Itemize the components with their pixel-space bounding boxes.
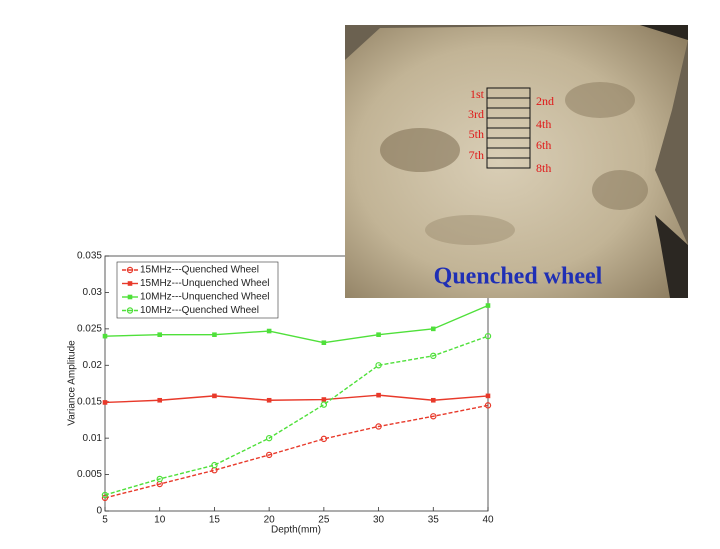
marker (375, 362, 382, 369)
x-tick-label: 25 (318, 515, 330, 526)
marker (485, 303, 491, 308)
marker (212, 332, 217, 337)
photo-label: 7th (469, 148, 484, 162)
marker (376, 392, 381, 398)
marker (102, 400, 108, 405)
photo-label: 2nd (536, 94, 554, 108)
marker (485, 393, 491, 399)
marker (157, 332, 163, 337)
y-tick-label: 0.01 (83, 433, 103, 444)
marker (212, 393, 217, 399)
photo-label: 1st (470, 87, 485, 101)
legend-marker (126, 307, 134, 314)
photo-label: 8th (536, 161, 551, 175)
marker (430, 326, 436, 332)
chart: Depth(mm) Variance Amplitude 0 0.005 0.01 0… (67, 251, 494, 536)
marker (101, 494, 109, 502)
photo: 1st 3rd 5th 7th 2nd 4th 6th 8th Quenched… (345, 25, 688, 298)
x-tick-label: 30 (373, 515, 385, 526)
marker (265, 451, 273, 459)
series-line (104, 304, 489, 344)
series-line (104, 404, 489, 499)
y-tick-label: 0.015 (77, 396, 102, 407)
photo-label: 3rd (468, 107, 484, 121)
marker (320, 401, 328, 408)
photo-label: 6th (536, 138, 551, 152)
marker (266, 328, 272, 334)
marker (265, 434, 273, 442)
x-tick-label: 35 (428, 515, 440, 526)
legend-marker (127, 281, 133, 286)
y-tick-label: 0.035 (77, 251, 102, 262)
photo-corner (655, 215, 688, 298)
marker (430, 397, 436, 403)
x-tick-label: 15 (209, 515, 221, 526)
marker (320, 435, 328, 443)
stain (425, 215, 515, 245)
grid-boxes (486, 87, 531, 169)
y-tick-label: 0.03 (83, 287, 103, 298)
stain (565, 82, 635, 118)
x-tick-label: 5 (102, 515, 108, 526)
marker (430, 352, 437, 360)
legend-label: 15MHz---Quenched Wheel (140, 265, 259, 276)
photo-label: 5th (469, 127, 484, 141)
series-line (104, 394, 489, 404)
legend-label: 10MHz---Quenched Wheel (140, 305, 259, 316)
photo-corner (640, 25, 688, 40)
marker (376, 332, 381, 337)
y-tick-label: 0.02 (83, 360, 103, 371)
marker (484, 332, 492, 340)
x-tick-label: 40 (482, 515, 494, 526)
x-axis-label: Depth(mm) (271, 525, 321, 536)
marker (157, 397, 163, 403)
stain (592, 170, 648, 210)
marker (321, 340, 327, 345)
marker (375, 423, 382, 430)
x-tick-label: 20 (264, 515, 276, 526)
y-tick-label: 0 (96, 506, 102, 517)
marker (101, 491, 109, 499)
legend-marker (126, 266, 134, 274)
y-axis-label: Variance Amplitude (67, 340, 78, 426)
photo-caption: Quenched wheel (434, 264, 603, 290)
marker (430, 413, 437, 420)
marker (266, 397, 272, 403)
legend-label: 15MHz---Unquenched Wheel (140, 278, 270, 289)
legend-box (116, 261, 279, 319)
marker (156, 475, 163, 483)
photo-label: 4th (536, 117, 551, 131)
legend-marker (127, 294, 133, 300)
marker (484, 402, 492, 409)
y-tick-label: 0.025 (77, 323, 102, 334)
x-tick-label: 10 (154, 515, 166, 526)
legend-label: 10MHz---Unquenched Wheel (140, 292, 270, 303)
marker (211, 461, 218, 469)
stain (380, 128, 460, 172)
marker (102, 333, 108, 339)
y-tick-label: 0.005 (77, 469, 102, 480)
marker (321, 397, 327, 402)
series-line (104, 335, 489, 496)
